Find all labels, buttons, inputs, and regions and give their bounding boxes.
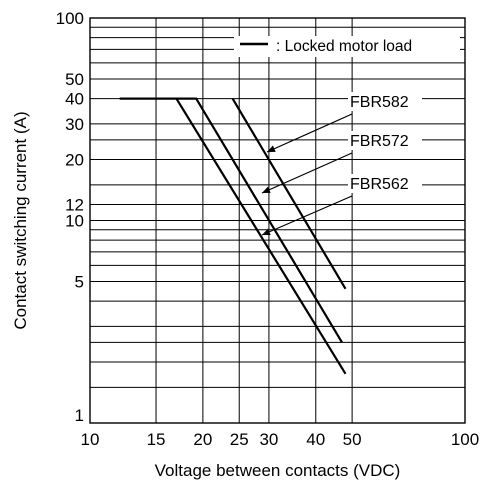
series-label-bg-fbr582 bbox=[348, 92, 422, 111]
leader-line-fbr582 bbox=[266, 113, 353, 153]
series-label-fbr562: FBR562 bbox=[350, 176, 409, 193]
y-tick-label: 30 bbox=[65, 115, 84, 134]
leader-line-fbr572 bbox=[261, 152, 353, 194]
series-line-fbr582 bbox=[231, 98, 347, 290]
y-tick-label: 100 bbox=[56, 9, 84, 28]
series-line-fbr562 bbox=[175, 98, 347, 375]
y-axis-label: Contact switching current (A) bbox=[11, 111, 30, 329]
x-tick-label: 20 bbox=[193, 430, 212, 449]
y-tick-label: 40 bbox=[65, 90, 84, 109]
arrowhead-fbr572 bbox=[262, 186, 271, 193]
y-tick-label: 12 bbox=[65, 195, 84, 214]
arrowhead-fbr562 bbox=[262, 228, 271, 235]
y-tick-label: 50 bbox=[65, 70, 84, 89]
leader-line-fbr562 bbox=[261, 195, 353, 236]
legend-text: : Locked motor load bbox=[276, 38, 412, 55]
x-axis-label: Voltage between contacts (VDC) bbox=[155, 461, 401, 480]
series-labels: FBR582 FBR572 FBR562 bbox=[261, 92, 422, 236]
arrowhead-fbr582 bbox=[267, 145, 276, 152]
series-label-fbr572: FBR572 bbox=[350, 133, 409, 150]
plot-frame bbox=[89, 17, 466, 424]
y-tick-label: 10 bbox=[65, 212, 84, 231]
x-tick-label: 40 bbox=[306, 430, 325, 449]
grid bbox=[89, 17, 466, 424]
x-tick-label: 50 bbox=[343, 430, 362, 449]
y-tick-label: 20 bbox=[65, 151, 84, 170]
y-tick-label: 1 bbox=[75, 406, 84, 425]
x-tick-label: 10 bbox=[81, 430, 100, 449]
x-tick-label: 100 bbox=[451, 430, 479, 449]
series-label-bg-fbr562 bbox=[348, 174, 422, 193]
series-label-bg-fbr572 bbox=[348, 131, 422, 150]
y-tick-label: 5 bbox=[75, 272, 84, 291]
x-tick-label: 30 bbox=[259, 430, 278, 449]
x-tick-label: 15 bbox=[147, 430, 166, 449]
series-lines bbox=[119, 97, 347, 375]
series-label-fbr582: FBR582 bbox=[350, 94, 409, 111]
x-tick-label: 25 bbox=[230, 430, 249, 449]
series-line-fbr572 bbox=[119, 97, 343, 343]
legend-box bbox=[234, 36, 460, 57]
x-tick-labels: 10 15 20 25 30 40 50 100 bbox=[81, 430, 480, 449]
